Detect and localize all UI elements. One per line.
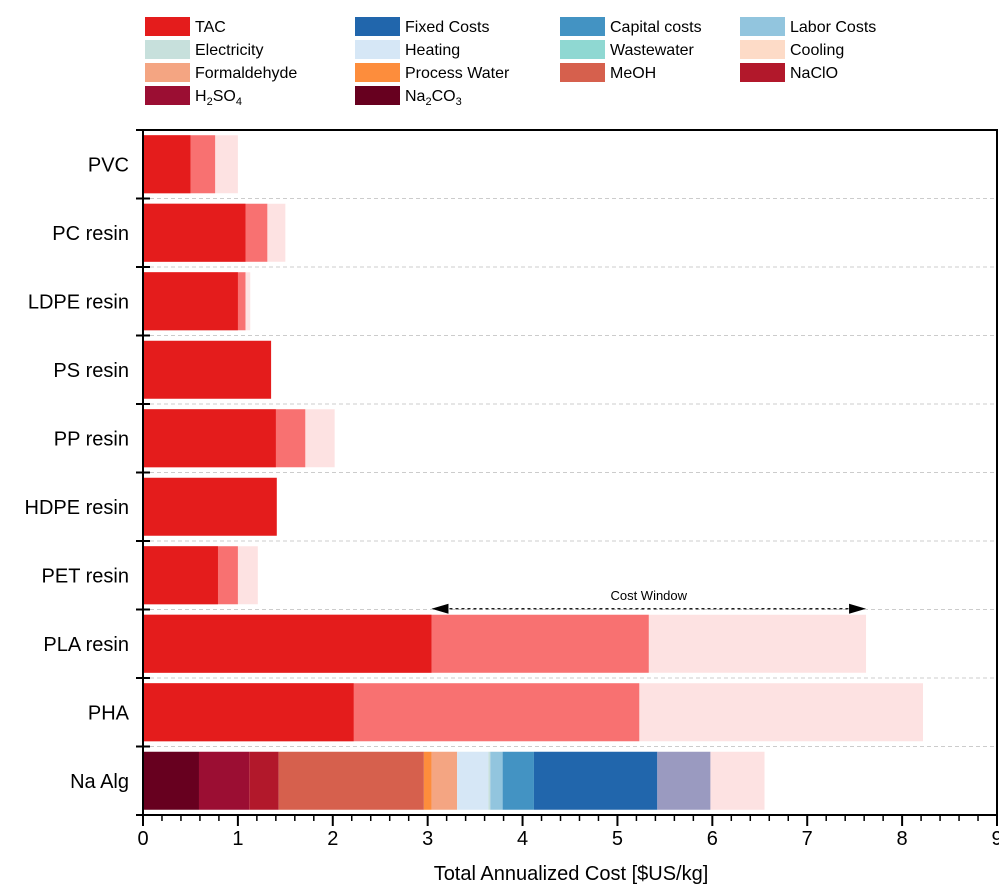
legend-label-na2co3: Na2CO3 xyxy=(405,88,462,108)
bar-min-6 xyxy=(143,546,218,605)
bar-segment-capital xyxy=(502,751,534,810)
legend-label-wastewater: Wastewater xyxy=(610,42,695,59)
axes: PVC PC resin LDPE resin PS resin PP resin HDP… xyxy=(25,129,999,850)
bar-min-2 xyxy=(143,272,238,331)
y-tick-label: Na Alg xyxy=(70,771,129,793)
legend-label-labor: Labor Costs xyxy=(790,19,876,36)
bar-segment-process_water xyxy=(423,751,432,810)
legend: TAC Fixed Costs Capital costs Labor Costs El… xyxy=(145,17,876,108)
legend-label-formaldehyde: Formaldehyde xyxy=(195,65,297,82)
bar-min-5 xyxy=(143,477,277,536)
y-tick-label: PS resin xyxy=(53,360,129,382)
bars xyxy=(143,135,923,810)
x-tick-label: 3 xyxy=(422,828,433,850)
y-tick-label: PC resin xyxy=(52,223,129,245)
bar-segment-formaldehyde xyxy=(431,751,458,810)
legend-label-capital: Capital costs xyxy=(610,19,702,36)
x-tick-label: 2 xyxy=(327,828,338,850)
legend-label-h2so4: H2SO4 xyxy=(195,88,242,108)
legend-swatch-capital xyxy=(560,17,605,36)
legend-label-tac: TAC xyxy=(195,19,226,36)
cost-window-annotation: Cost Window xyxy=(431,588,867,614)
bar-min-4 xyxy=(143,409,276,468)
legend-swatch-labor xyxy=(740,17,785,36)
legend-label-naclo: NaClO xyxy=(790,65,838,82)
x-tick-label: 8 xyxy=(897,828,908,850)
x-tick-label: 1 xyxy=(232,828,243,850)
x-tick-label: 0 xyxy=(137,828,148,850)
legend-swatch-formaldehyde xyxy=(145,63,190,82)
legend-swatch-na2co3 xyxy=(355,86,400,105)
legend-swatch-fixed xyxy=(355,17,400,36)
bar-segment-other xyxy=(657,751,711,810)
bar-min-8 xyxy=(143,683,354,742)
legend-swatch-process_water xyxy=(355,63,400,82)
bar-segment-labor xyxy=(490,751,503,810)
bar-segment-heating xyxy=(457,751,489,810)
legend-swatch-tac xyxy=(145,17,190,36)
legend-swatch-h2so4 xyxy=(145,86,190,105)
bar-min-3 xyxy=(143,340,272,399)
cost-window-arrow-right xyxy=(849,603,867,614)
bar-segment-electricity xyxy=(488,751,491,810)
y-tick-label: PHA xyxy=(88,702,130,724)
x-tick-label: 7 xyxy=(802,828,813,850)
legend-swatch-meoh xyxy=(560,63,605,82)
legend-label-electricity: Electricity xyxy=(195,42,263,59)
cost-window-label: Cost Window xyxy=(610,588,687,603)
y-tick-label: PVC xyxy=(88,154,129,176)
y-tick-label: LDPE resin xyxy=(28,291,129,313)
bar-segment-meoh xyxy=(278,751,424,810)
legend-label-cooling: Cooling xyxy=(790,42,844,59)
legend-label-process_water: Process Water xyxy=(405,65,510,82)
bar-segment-fixed xyxy=(533,751,658,810)
y-tick-label: PET resin xyxy=(42,565,129,587)
bar-segment-upper xyxy=(710,751,765,810)
bar-segment-h2so4 xyxy=(198,751,250,810)
legend-label-heating: Heating xyxy=(405,42,460,59)
bar-segment-na2co3 xyxy=(143,751,199,810)
x-tick-label: 5 xyxy=(612,828,623,850)
legend-swatch-cooling xyxy=(740,40,785,59)
x-axis-label: Total Annualized Cost [$US/kg] xyxy=(434,863,709,885)
bar-segment-naclo xyxy=(249,751,279,810)
legend-swatch-wastewater xyxy=(560,40,605,59)
legend-label-meoh: MeOH xyxy=(610,65,656,82)
bar-min-0 xyxy=(143,135,191,194)
x-tick-label: 4 xyxy=(517,828,528,850)
legend-swatch-electricity xyxy=(145,40,190,59)
legend-label-fixed: Fixed Costs xyxy=(405,19,489,36)
legend-swatch-naclo xyxy=(740,63,785,82)
x-tick-label: 9 xyxy=(991,828,999,850)
bar-min-7 xyxy=(143,614,432,673)
bar-min-1 xyxy=(143,203,246,262)
x-tick-label: 6 xyxy=(707,828,718,850)
y-tick-label: PP resin xyxy=(54,428,129,450)
y-tick-label: HDPE resin xyxy=(25,497,129,519)
y-tick-label: PLA resin xyxy=(43,634,129,656)
grid-lines xyxy=(143,198,997,747)
cost-window-arrow-left xyxy=(431,603,449,614)
legend-swatch-heating xyxy=(355,40,400,59)
